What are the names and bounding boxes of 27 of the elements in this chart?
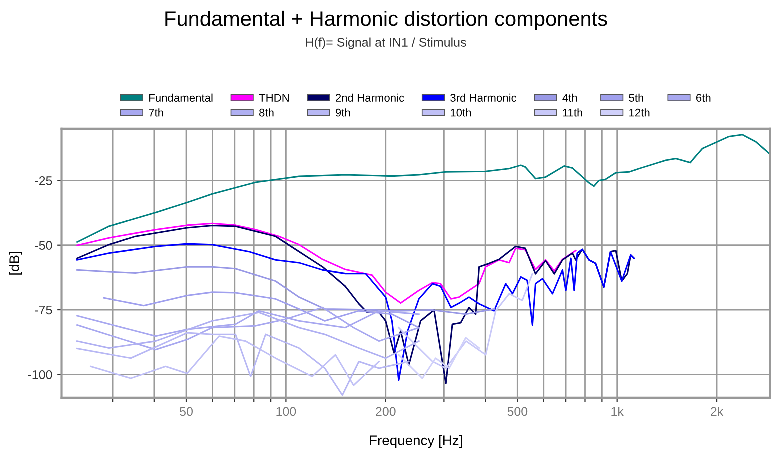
x-tick-label: 200 (376, 407, 396, 416)
x-tick-label: 500 (508, 407, 528, 416)
y-tick-label: -25 (35, 176, 52, 186)
legend-label: 4th (562, 94, 578, 102)
legend-label: 10th (451, 108, 472, 117)
x-tick-label: 2k (711, 406, 724, 416)
chart-subtitle: H(f)= Signal at IN1 / Stimulus (306, 38, 466, 50)
x-tick-label: 50 (180, 407, 193, 416)
legend-label: 2nd Harmonic (336, 94, 404, 102)
legend-label: 3rd Harmonic (450, 94, 517, 102)
y-axis-title: [dB] (9, 252, 22, 275)
legend-label: 9th (336, 108, 350, 117)
legend-label: 6th (696, 94, 711, 102)
y-tick-label: -50 (35, 241, 52, 250)
legend-label: Fundamental (150, 94, 213, 102)
y-tick-label: -75 (35, 306, 52, 315)
x-tick-label: 100 (276, 407, 296, 416)
chart-title: Fundamental + Harmonic distortion components (166, 10, 608, 30)
legend-label: 5th (629, 94, 644, 102)
legend-label: 11th (563, 108, 582, 117)
legend-label: THDN (259, 94, 289, 102)
legend-label: 8th (260, 108, 274, 117)
x-tick-label: 1k (612, 406, 624, 416)
y-tick-label: -100 (28, 370, 52, 380)
legend-label: 7th (149, 108, 164, 117)
x-axis-title: Frequency [Hz] (370, 435, 462, 448)
legend-label: 12th (630, 108, 650, 117)
